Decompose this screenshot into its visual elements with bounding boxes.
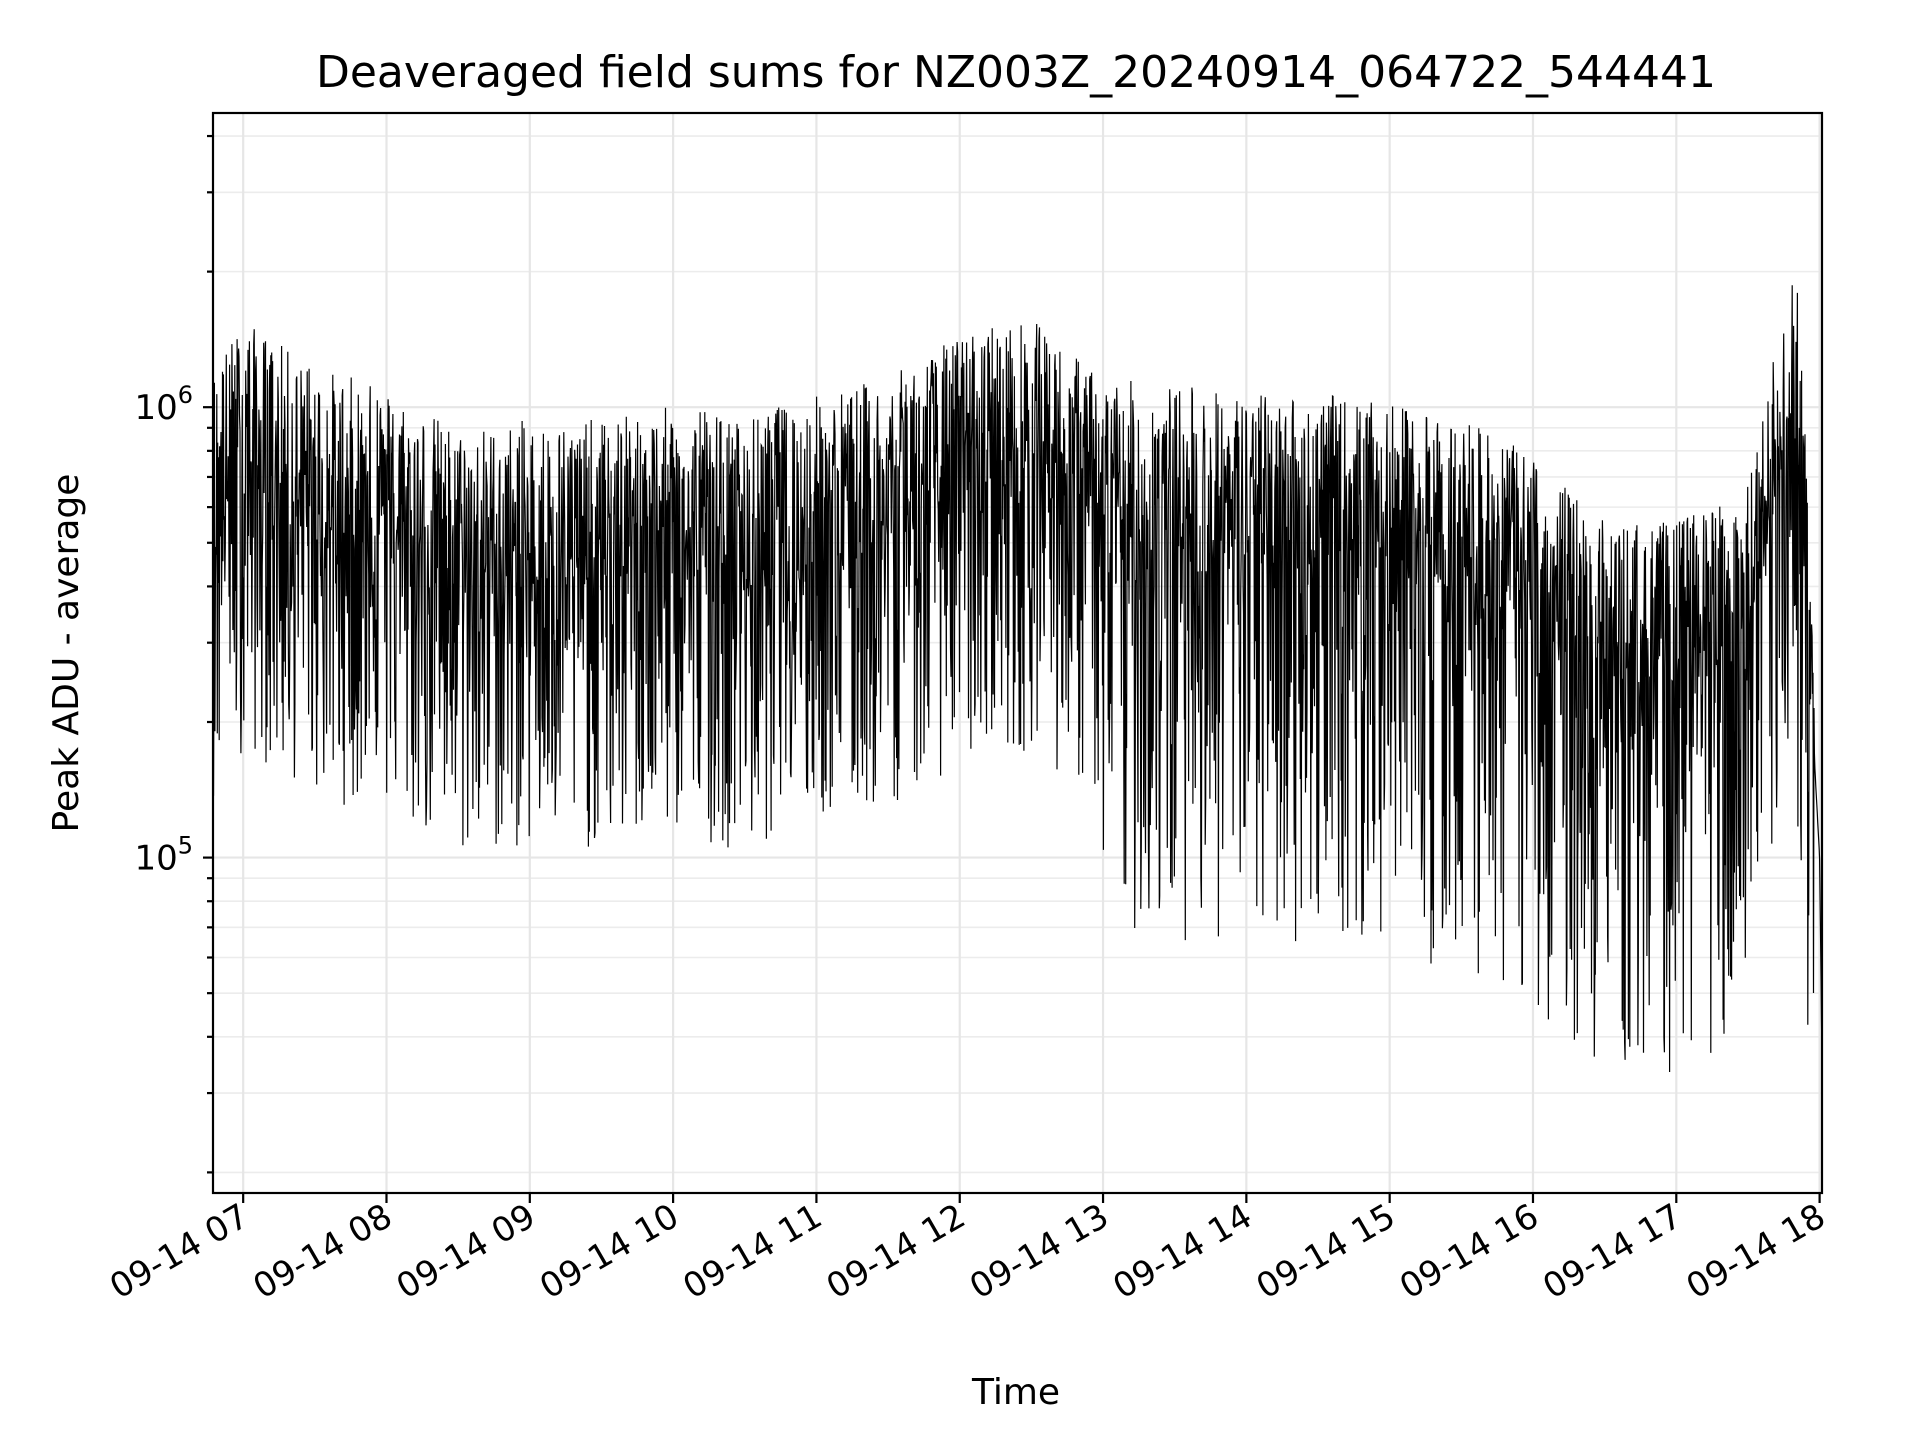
series-line	[212, 285, 1823, 1073]
x-tick-label: 09-14 07	[103, 1196, 255, 1307]
x-tick-label: 09-14 17	[1536, 1196, 1688, 1307]
x-tick-label: 09-14 15	[1250, 1196, 1402, 1307]
y-tick-label: 105	[134, 832, 193, 879]
x-tick-label: 09-14 09	[390, 1196, 542, 1307]
x-tick-label: 09-14 11	[677, 1196, 829, 1307]
chart-title: Deaveraged field sums for NZ003Z_2024091…	[316, 47, 1716, 98]
y-axis-label: Peak ADU - average	[46, 474, 87, 833]
x-tick-label: 09-14 08	[247, 1196, 399, 1307]
x-tick-label: 09-14 10	[533, 1196, 685, 1307]
x-tick-label: 09-14 14	[1106, 1196, 1258, 1307]
y-axis: 105 106	[134, 134, 213, 1174]
x-tick-label: 09-14 13	[963, 1196, 1115, 1307]
y-tick-label: 106	[134, 381, 193, 428]
x-tick-label: 09-14 16	[1393, 1196, 1545, 1307]
x-tick-label: 09-14 18	[1680, 1196, 1832, 1307]
x-tick-label: 09-14 12	[820, 1196, 972, 1307]
plot-frame	[211, 111, 1824, 1195]
x-axis-label: Time	[971, 1372, 1060, 1413]
